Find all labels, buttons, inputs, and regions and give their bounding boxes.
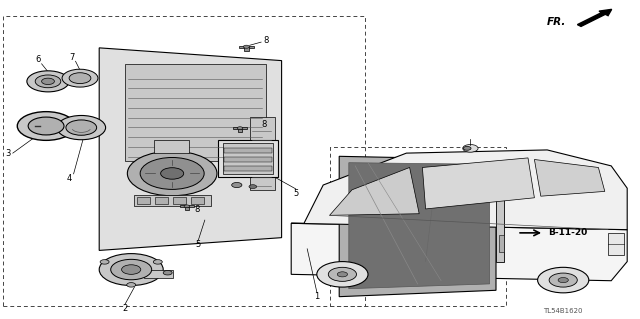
Polygon shape [339,156,496,297]
Bar [239,46,254,48]
Circle shape [42,78,54,85]
Polygon shape [99,48,282,250]
Bar [224,166,272,171]
Circle shape [538,267,589,293]
Bar [134,195,211,206]
Polygon shape [349,163,490,289]
Polygon shape [330,167,419,215]
Text: B-11-20: B-11-20 [548,228,587,237]
Circle shape [122,265,141,274]
Text: 8: 8 [261,120,266,129]
Circle shape [463,145,478,152]
Circle shape [249,185,257,189]
Circle shape [161,168,184,179]
Circle shape [232,182,242,188]
Bar [330,147,506,306]
Text: 6: 6 [36,56,41,64]
Circle shape [328,267,356,281]
Bar [608,233,624,255]
Circle shape [62,69,98,87]
Circle shape [140,158,204,189]
Bar [224,157,272,162]
Text: 4: 4 [67,174,72,183]
Circle shape [558,278,568,283]
Bar [499,235,504,252]
Circle shape [243,45,250,48]
Text: 5: 5 [294,189,299,198]
Bar [155,197,168,204]
Bar [223,143,273,174]
Bar [244,48,249,51]
Circle shape [154,260,163,264]
Circle shape [184,205,189,208]
Text: TL54B1620: TL54B1620 [543,308,583,314]
Circle shape [27,71,69,92]
Circle shape [99,254,163,286]
Circle shape [66,120,97,135]
Bar [154,140,189,153]
Bar [233,127,247,129]
Polygon shape [291,150,627,230]
Bar [137,197,150,204]
Polygon shape [291,223,627,281]
Circle shape [69,73,91,84]
FancyArrow shape [577,9,612,26]
Bar [224,148,272,153]
Text: 8: 8 [195,205,200,214]
Text: 2: 2 [122,304,127,313]
Bar [180,205,194,207]
Text: 7: 7 [69,53,74,62]
Bar [3,16,365,306]
Circle shape [28,117,64,135]
Circle shape [163,271,172,275]
Polygon shape [534,160,605,196]
Circle shape [337,272,348,277]
Circle shape [35,75,61,88]
Bar [144,270,173,278]
Bar [496,198,504,262]
Circle shape [463,146,471,150]
Bar [125,64,266,161]
Circle shape [127,151,217,196]
Circle shape [127,283,136,287]
Text: 5: 5 [196,240,201,249]
Bar [250,117,275,189]
Circle shape [317,262,368,287]
Bar [185,207,189,210]
Circle shape [100,260,109,264]
Circle shape [17,112,75,140]
Circle shape [549,273,577,287]
Bar [191,197,204,204]
Text: 8: 8 [263,36,268,45]
Bar [238,129,242,132]
Text: 3: 3 [6,149,11,158]
Text: FR.: FR. [547,17,566,27]
Bar [173,197,186,204]
Circle shape [111,259,152,280]
Polygon shape [422,158,534,209]
Text: 1: 1 [314,292,319,301]
Circle shape [237,127,243,130]
Circle shape [57,115,106,140]
Bar [218,140,278,177]
